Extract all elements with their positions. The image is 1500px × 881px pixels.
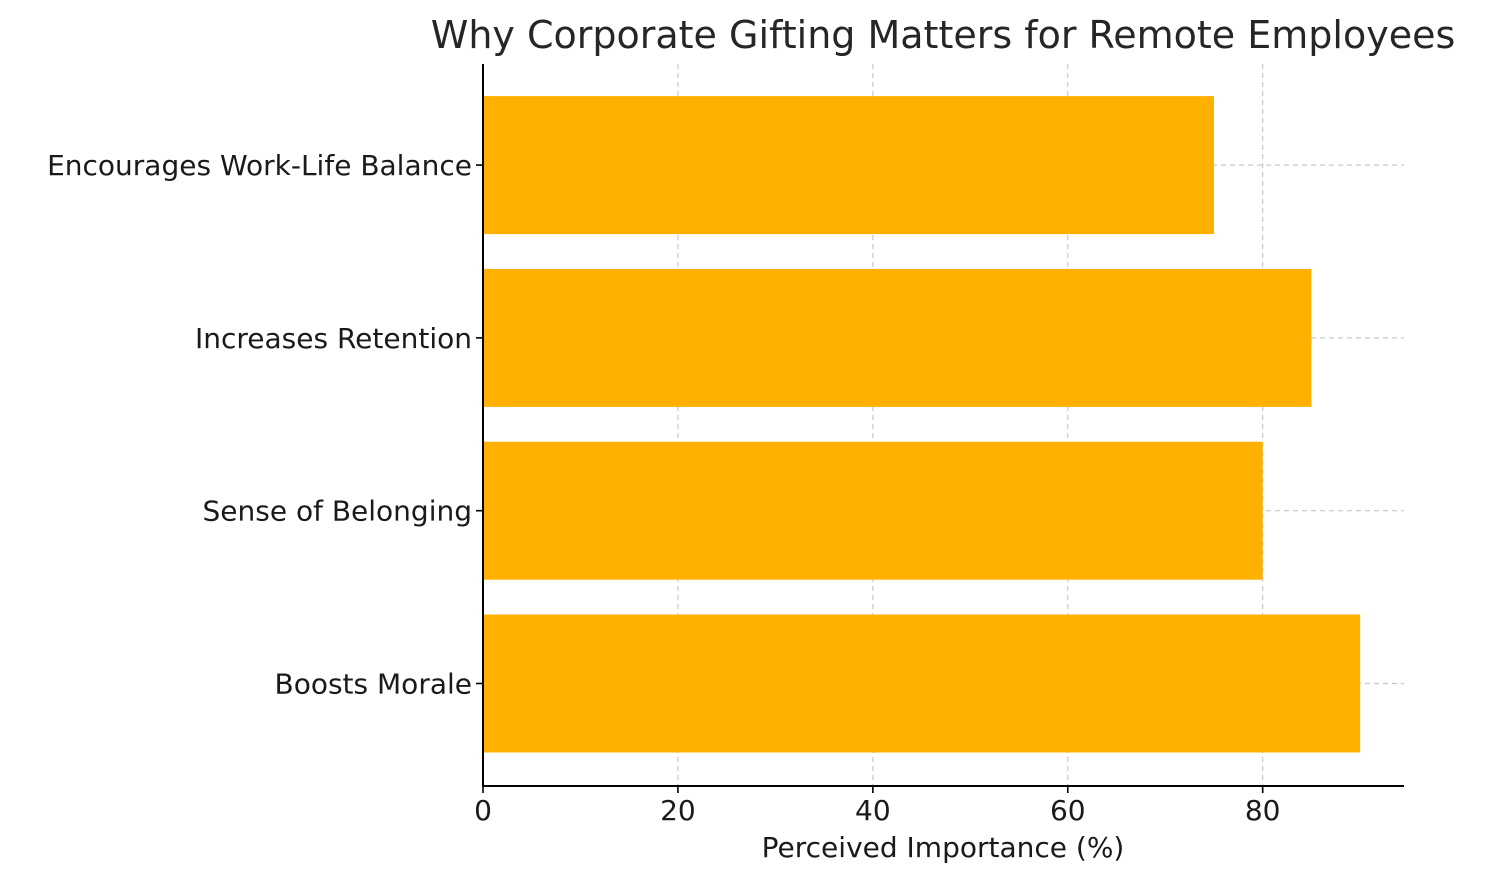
- axes: [476, 64, 1404, 793]
- y-tick-label: Increases Retention: [195, 322, 472, 355]
- y-tick-label: Sense of Belonging: [202, 495, 472, 528]
- x-tick-label: 40: [855, 794, 891, 827]
- bar: [483, 614, 1361, 753]
- chart-title: Why Corporate Gifting Matters for Remote…: [431, 13, 1456, 57]
- bar: [483, 268, 1312, 407]
- x-tick-labels: 0 20 40 60 80: [474, 794, 1280, 827]
- bars: [483, 96, 1361, 753]
- y-tick-labels: Boosts Morale Sense of Belonging Increases…: [47, 149, 472, 700]
- x-tick-label: 20: [660, 794, 696, 827]
- y-tick-label: Boosts Morale: [275, 668, 473, 701]
- x-axis-label: Perceived Importance (%): [762, 831, 1125, 864]
- x-tick-label: 80: [1245, 794, 1281, 827]
- x-tick-label: 0: [474, 794, 492, 827]
- bar: [483, 96, 1214, 235]
- bar: [483, 441, 1263, 580]
- y-tick-label: Encourages Work-Life Balance: [47, 149, 472, 182]
- x-tick-label: 60: [1050, 794, 1086, 827]
